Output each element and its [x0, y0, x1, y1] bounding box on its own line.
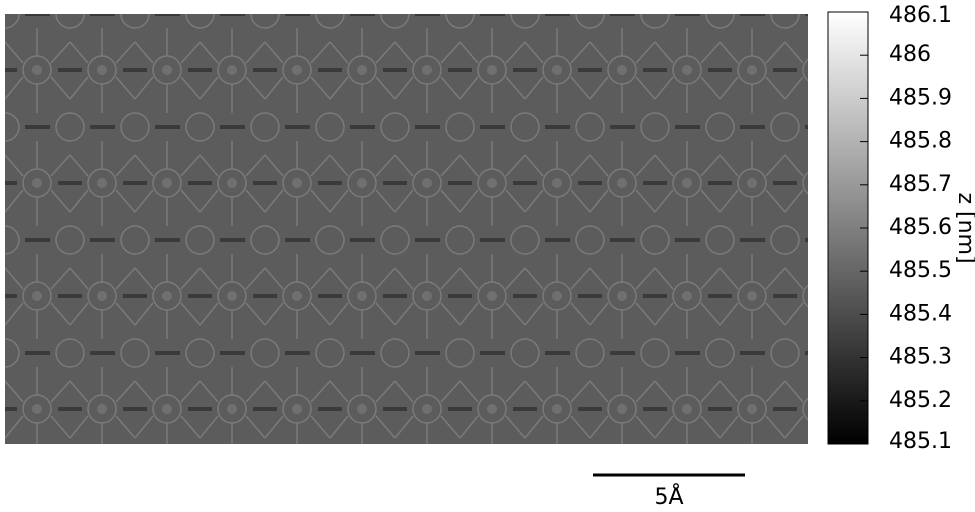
- colorbar-tick-label: 485.7: [889, 172, 952, 197]
- colorbar-tick-label: 485.5: [889, 258, 952, 283]
- colorbar-tick-label: 486: [889, 42, 931, 67]
- colorbar-tick-label: 485.3: [889, 345, 952, 370]
- colorbar-label: z [nm]: [953, 192, 975, 263]
- colorbar-tick-label: 485.6: [889, 215, 952, 240]
- colorbar-tick-label: 485.8: [889, 129, 952, 154]
- colorbar-tick-label: 485.4: [889, 301, 952, 326]
- colorbar-tick-label: 486.1: [889, 3, 952, 28]
- colorbar-tick-label: 485.1: [889, 429, 952, 454]
- colorbar-tick-label: 485.2: [889, 388, 952, 413]
- colorbar-tick-label: 485.9: [889, 85, 952, 110]
- scale-bar-label: 5Å: [654, 483, 683, 510]
- height-map: [5, 14, 808, 444]
